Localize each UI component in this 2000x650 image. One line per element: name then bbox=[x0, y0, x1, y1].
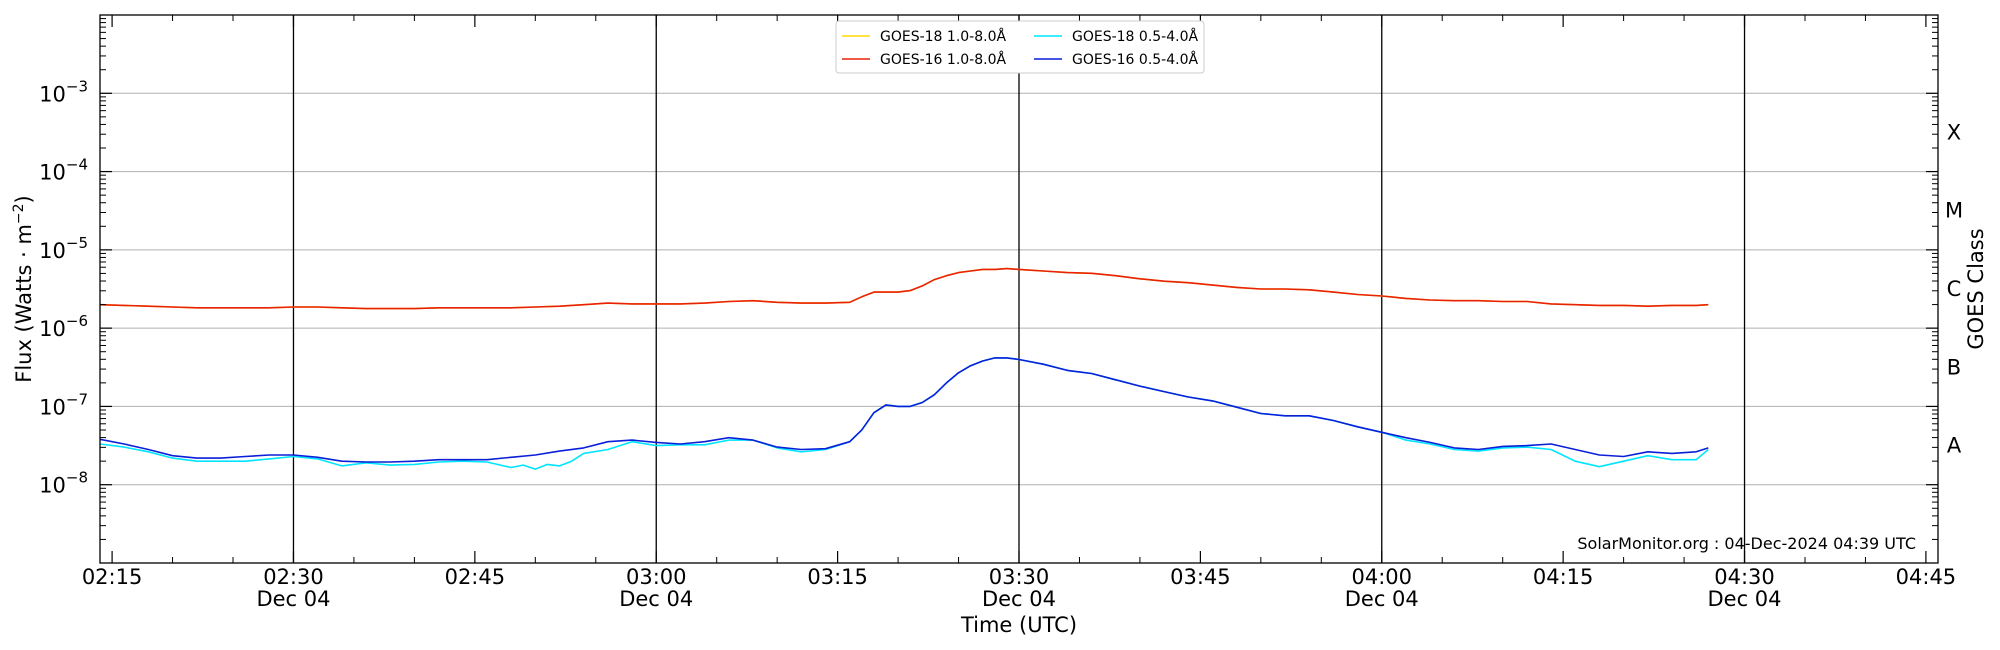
y-tick-label: 10−7 bbox=[39, 390, 88, 419]
x-tick-date: Dec 04 bbox=[1708, 587, 1782, 611]
x-tick-time: 03:45 bbox=[1170, 565, 1231, 589]
goes-class-label: M bbox=[1945, 199, 1963, 223]
x-tick-time: 04:45 bbox=[1896, 565, 1957, 589]
y-axis-ticks: 10−8 10−7 10−6 10−5 10−4 10−3 bbox=[39, 18, 1938, 540]
y-tick-label: 10−3 bbox=[39, 77, 88, 106]
x-axis-title: Time (UTC) bbox=[960, 613, 1077, 637]
x-tick-date: Dec 04 bbox=[619, 587, 693, 611]
x-tick-time: 04:15 bbox=[1533, 565, 1594, 589]
x-tick-time: 03:30 bbox=[989, 565, 1050, 589]
legend-box bbox=[835, 20, 1205, 74]
x-tick-time: 03:00 bbox=[626, 565, 687, 589]
y-tick-label: 10−5 bbox=[39, 234, 88, 263]
y-tick-label: 10−8 bbox=[39, 469, 88, 498]
legend-label: GOES-16 0.5-4.0Å bbox=[1072, 51, 1198, 68]
x-tick-date: Dec 04 bbox=[256, 587, 330, 611]
y-axis-title: Flux (Watts · m−2) bbox=[11, 195, 36, 383]
goes-class-label: C bbox=[1947, 277, 1962, 301]
goes-class-label: A bbox=[1947, 434, 1962, 458]
y-tick-label: 10−4 bbox=[39, 156, 88, 185]
x-tick-time: 03:15 bbox=[807, 565, 868, 589]
goes-class-label: X bbox=[1947, 120, 1961, 144]
x-tick-time: 02:15 bbox=[82, 565, 143, 589]
series-line-3 bbox=[99, 357, 1709, 463]
x-tick-date: Dec 04 bbox=[982, 587, 1056, 611]
flux-series bbox=[99, 267, 1709, 470]
legend: GOES-18 1.0-8.0Å GOES-16 1.0-8.0Å GOES-18 … bbox=[835, 20, 1205, 74]
x-tick-time: 02:45 bbox=[445, 565, 506, 589]
legend-label: GOES-18 0.5-4.0Å bbox=[1072, 28, 1198, 45]
x-tick-time: 04:00 bbox=[1351, 565, 1412, 589]
day-hour-markers bbox=[292, 15, 1746, 563]
credit-text: SolarMonitor.org : 04-Dec-2024 04:39 UTC bbox=[1577, 534, 1916, 553]
x-tick-time: 04:30 bbox=[1714, 565, 1775, 589]
goes-class-axis-title: GOES Class bbox=[1964, 228, 1988, 349]
x-tick-time: 02:30 bbox=[263, 565, 324, 589]
goes-class-labels: A B C M X bbox=[1945, 120, 1963, 457]
goes-class-label: B bbox=[1947, 355, 1961, 379]
series-line-1 bbox=[99, 267, 1709, 310]
legend-label: GOES-18 1.0-8.0Å bbox=[880, 28, 1006, 45]
y-tick-label: 10−6 bbox=[39, 312, 88, 341]
legend-label: GOES-16 1.0-8.0Å bbox=[880, 51, 1006, 68]
x-tick-date: Dec 04 bbox=[1345, 587, 1419, 611]
